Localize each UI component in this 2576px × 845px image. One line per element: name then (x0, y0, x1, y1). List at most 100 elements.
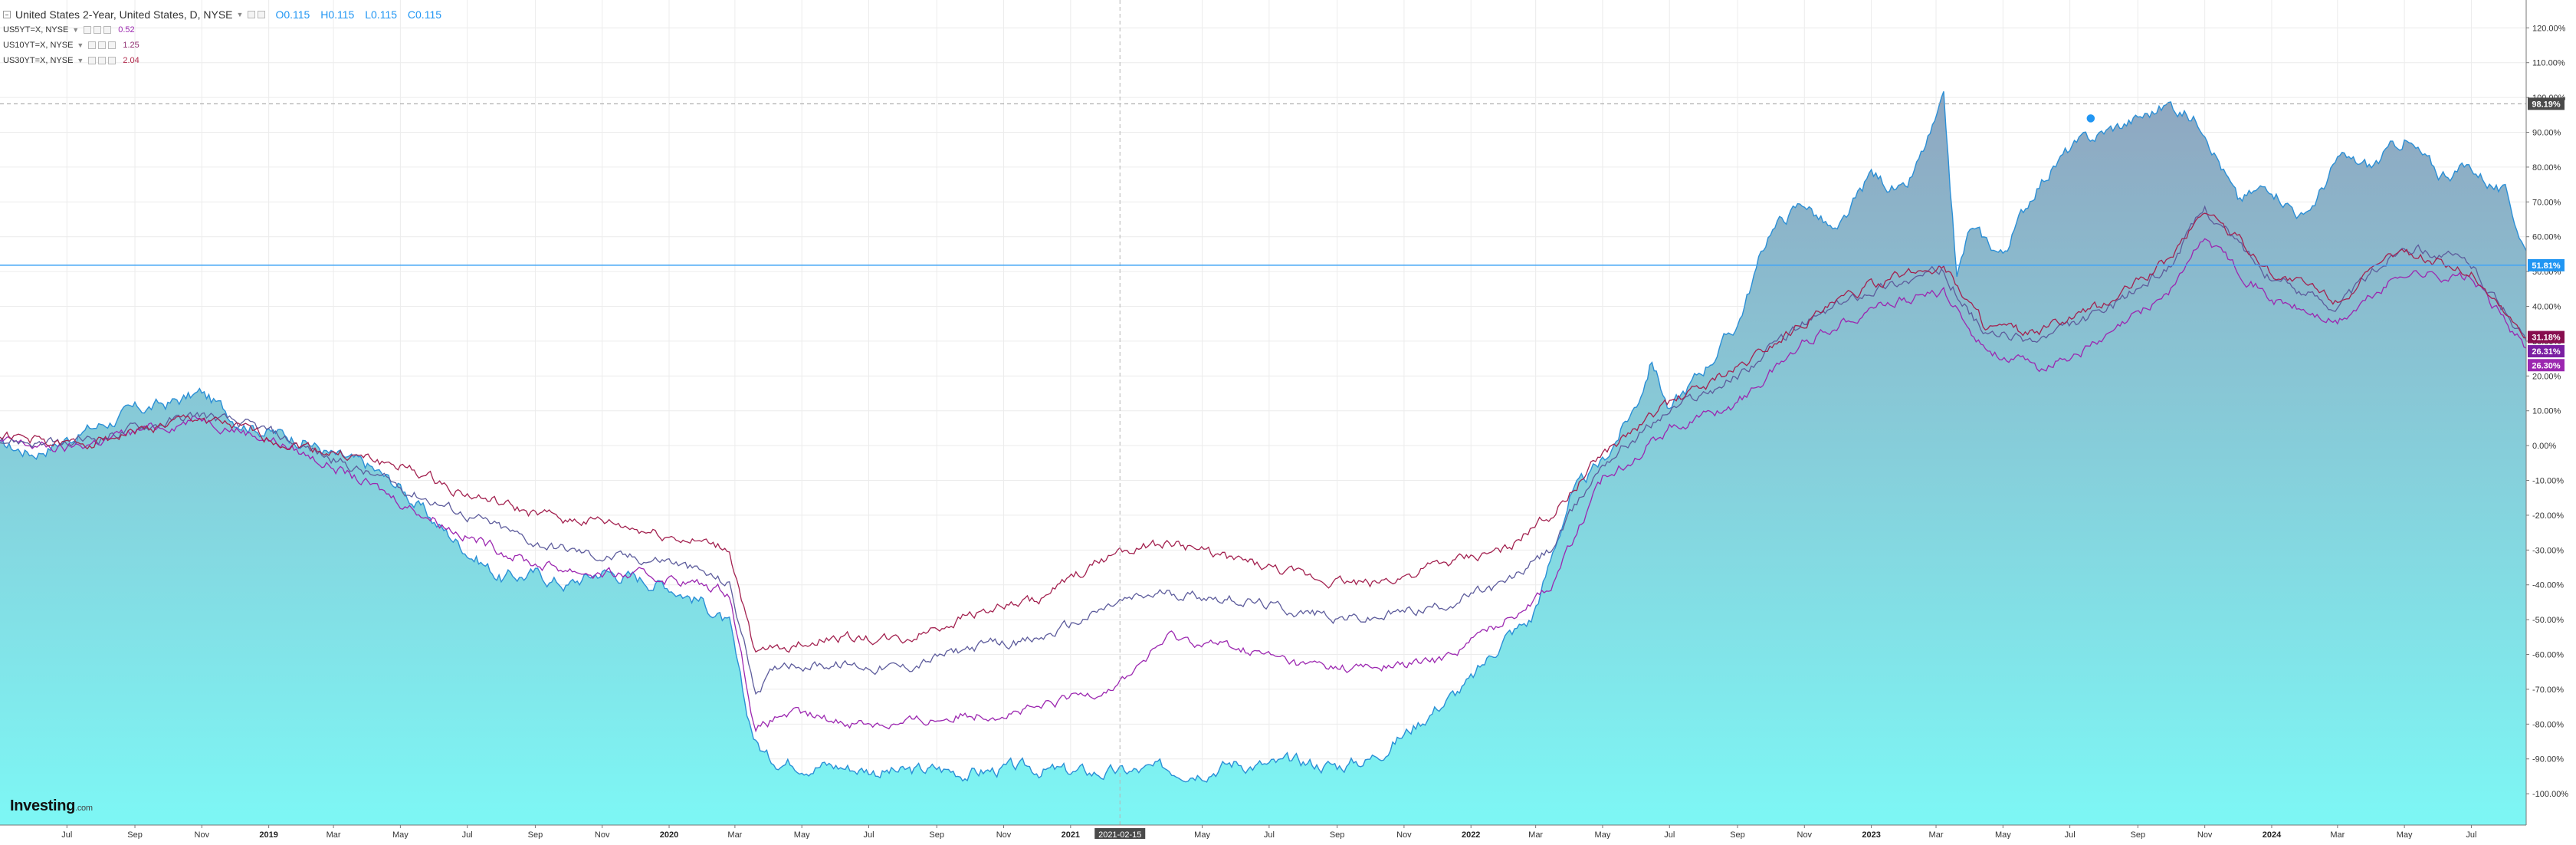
ohlc-values: O0.115 H0.115 L0.115 C0.115 (275, 8, 449, 21)
eye-icon[interactable] (258, 10, 266, 18)
series-symbol[interactable]: US5YT=X, NYSE (3, 25, 69, 35)
area-fill-us2y (0, 91, 2526, 826)
series-line-us2y (0, 91, 2527, 783)
x-tick-label: 2021 (1062, 830, 1080, 840)
x-tick-label: Nov (595, 830, 610, 840)
x-tick-label: Nov (996, 830, 1012, 840)
series-line-us30y (0, 212, 2527, 653)
legend-main: United States 2-Year, United States, D, … (3, 6, 449, 22)
chevron-down-icon[interactable]: ▼ (72, 26, 80, 34)
x-tick-label: 2023 (1862, 830, 1880, 840)
x-tick-label: Sep (1330, 830, 1345, 840)
last-label-us10y: 26.31% (2532, 347, 2561, 357)
x-tick-label: Mar (1528, 830, 1543, 840)
x-tick-label: Mar (727, 830, 742, 840)
y-tick-label: 0.00% (2532, 442, 2556, 451)
x-tick-label: Mar (1929, 830, 1944, 840)
y-tick-label: -80.00% (2532, 720, 2564, 729)
logo-suffix: .com (75, 804, 93, 813)
settings-icon[interactable] (98, 57, 107, 64)
x-tick-label: Jul (2065, 830, 2076, 840)
crosshair-y-label-bg (2528, 97, 2565, 110)
x-tick-label: 2019 (259, 830, 277, 840)
x-axis-ticks: Jul Sep Nov 2019 Mar May Jul Sep Nov 2020 Mar May Ju… (61, 825, 2476, 840)
x-tick-label: Mar (327, 830, 341, 840)
crosshair-x-badge (1094, 828, 1146, 840)
x-tick-label: Sep (528, 830, 543, 840)
ohlc-close: C0.115 (407, 8, 442, 21)
x-tick-label: Jul (1664, 830, 1675, 840)
chevron-down-icon[interactable]: ▼ (77, 41, 84, 49)
y-tick-label: -90.00% (2532, 755, 2564, 764)
y-axis-panel (2527, 0, 2576, 825)
series-value: 2.04 (123, 56, 139, 65)
y-tick-label: -70.00% (2532, 686, 2564, 695)
settings-icon[interactable] (248, 10, 256, 18)
series-symbol[interactable]: US30YT=X, NYSE (3, 56, 74, 65)
x-tick-label: Sep (127, 830, 143, 840)
x-tick-label: May (794, 830, 810, 840)
chevron-down-icon[interactable]: ▼ (236, 10, 244, 18)
ohlc-open: O0.115 (275, 8, 310, 21)
last-label-us30y: 31.18% (2532, 334, 2561, 343)
close-icon[interactable] (108, 57, 116, 64)
x-tick-label: Jul (61, 830, 72, 840)
y-tick-label: 20.00% (2532, 372, 2561, 381)
x-tick-label: Sep (1730, 830, 1745, 840)
eye-icon[interactable] (84, 26, 92, 34)
y-tick-label: -100.00% (2532, 790, 2568, 799)
y-tick-label: 40.00% (2532, 303, 2561, 312)
y-tick-label: 120.00% (2532, 24, 2566, 33)
eye-icon[interactable] (88, 57, 97, 64)
y-tick-label: 60.00% (2532, 233, 2561, 242)
x-tick-label: May (1595, 830, 1611, 840)
y-tick-label: -50.00% (2532, 616, 2564, 625)
x-tick-label: 2020 (660, 830, 678, 840)
x-tick-label: Sep (929, 830, 944, 840)
eye-icon[interactable] (88, 41, 97, 49)
x-tick-label: May (1194, 830, 1210, 840)
logo-text: Investing (10, 797, 76, 814)
x-tick-label: Nov (1396, 830, 1412, 840)
x-tick-label: May (2397, 830, 2413, 840)
close-icon[interactable] (108, 41, 116, 49)
series-symbol[interactable]: US10YT=X, NYSE (3, 41, 74, 50)
y-tick-label: -40.00% (2532, 581, 2564, 590)
last-label-us5y: 26.30% (2532, 361, 2561, 370)
y-tick-label: -20.00% (2532, 511, 2564, 521)
series-line-us5y (0, 238, 2527, 733)
x-tick-label: Jul (863, 830, 874, 840)
investing-logo: Investing.com (10, 797, 93, 815)
series-line-us10y (0, 205, 2527, 695)
ohlc-high: H0.115 (320, 8, 355, 21)
y-tick-label: -30.00% (2532, 546, 2564, 555)
hline-price-label-bg (2528, 258, 2565, 271)
close-icon[interactable] (103, 26, 112, 34)
settings-icon[interactable] (98, 41, 107, 49)
series-value: 0.52 (118, 25, 135, 35)
last-label-us10y-bg (2528, 345, 2565, 358)
main-symbol-title[interactable]: United States 2-Year, United States, D, … (15, 8, 233, 21)
y-tick-label: 80.00% (2532, 163, 2561, 173)
x-tick-label: Jul (2466, 830, 2476, 840)
chevron-down-icon[interactable]: ▼ (77, 57, 84, 64)
collapse-legend-icon[interactable] (3, 10, 11, 18)
series-value: 1.25 (123, 41, 139, 50)
legend-series-2: US30YT=X, NYSE ▼ 2.04 (3, 53, 449, 68)
last-label-us5y-bg (2528, 359, 2565, 372)
x-tick-label: Jul (462, 830, 473, 840)
x-tick-label: 2024 (2263, 830, 2282, 840)
ohlc-low: L0.115 (365, 8, 398, 21)
y-tick-label: 90.00% (2532, 129, 2561, 138)
legend-series-0: US5YT=X, NYSE ▼ 0.52 (3, 22, 449, 38)
bottom-strip (0, 839, 2576, 845)
x-tick-label: Mar (2330, 830, 2345, 840)
x-tick-label: Nov (195, 830, 210, 840)
x-tick-label: May (1995, 830, 2011, 840)
event-marker-icon (2085, 113, 2096, 124)
settings-icon[interactable] (94, 26, 102, 34)
legend: United States 2-Year, United States, D, … (3, 6, 449, 68)
legend-series-1: US10YT=X, NYSE ▼ 1.25 (3, 38, 449, 53)
